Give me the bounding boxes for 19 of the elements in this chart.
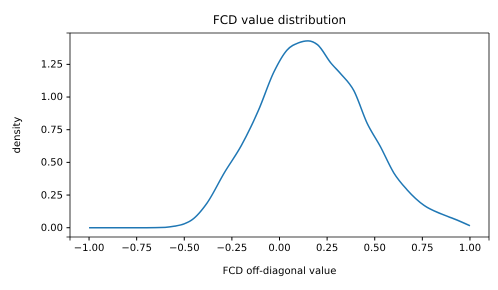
y-tick-label: 0.75 bbox=[40, 124, 63, 136]
y-tick-label: 1.00 bbox=[40, 92, 63, 104]
x-tick-label: 0.25 bbox=[316, 243, 338, 254]
y-tick-label: 1.25 bbox=[40, 60, 63, 71]
y-tick-label: 0.50 bbox=[40, 158, 63, 169]
y-tick-label: 0.00 bbox=[40, 222, 63, 234]
x-axis-title: FCD off-diagonal value bbox=[222, 266, 336, 277]
line-series bbox=[88, 40, 471, 228]
x-tick-label: 0.75 bbox=[411, 243, 434, 254]
y-axis-title: density bbox=[12, 116, 23, 154]
x-tick-label: −0.25 bbox=[216, 243, 248, 254]
x-tick-label: −1.00 bbox=[74, 243, 104, 254]
x-tick-label: 1.00 bbox=[458, 243, 482, 254]
x-tick-label: 0.50 bbox=[364, 243, 386, 254]
x-tick-label: 0.00 bbox=[268, 243, 291, 254]
x-tick-label: −0.75 bbox=[121, 243, 152, 254]
x-tick-label: −0.50 bbox=[168, 243, 200, 254]
chart-title: FCD value distribution bbox=[212, 13, 346, 27]
y-tick-label: 0.25 bbox=[40, 190, 63, 202]
